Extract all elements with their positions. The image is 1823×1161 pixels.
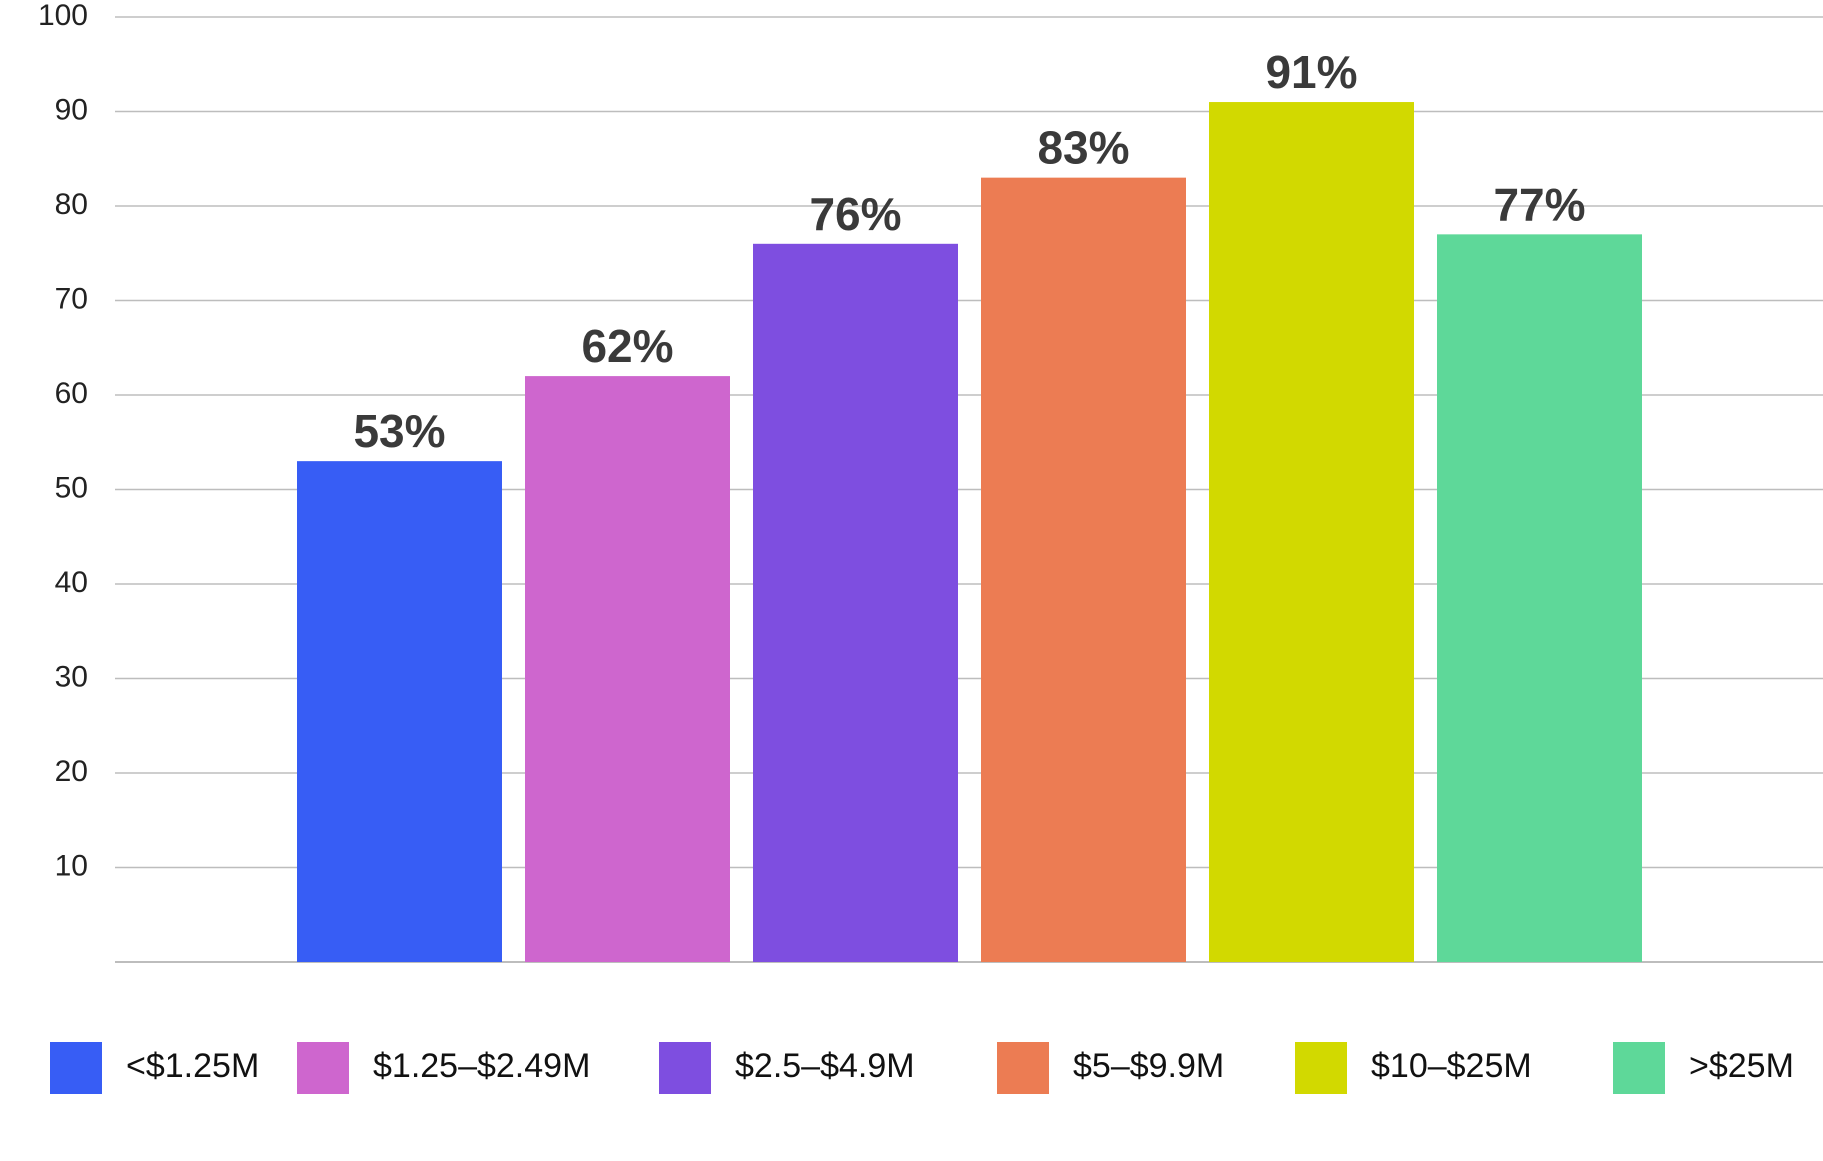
legend-label: $2.5–$4.9M: [735, 1047, 915, 1085]
legend-label: >$25M: [1689, 1047, 1794, 1085]
legend-swatch: [297, 1042, 349, 1094]
bar: [1209, 102, 1414, 963]
y-tick-label: 10: [55, 849, 88, 882]
y-tick-label: 20: [55, 755, 88, 788]
data-label: 76%: [809, 188, 901, 240]
y-tick-label: 100: [38, 0, 88, 32]
data-labels: 53% 62% 76% 83% 91% 77%: [353, 46, 1585, 457]
bar: [525, 376, 730, 963]
legend-swatch: [1295, 1042, 1347, 1094]
legend-swatch: [997, 1042, 1049, 1094]
y-axis-ticks: 10 20 30 40 50 60 70 80 90 100: [38, 0, 88, 882]
legend-label: $10–$25M: [1371, 1047, 1532, 1085]
bar: [297, 461, 502, 962]
legend-swatch: [50, 1042, 102, 1094]
bar: [981, 177, 1186, 962]
bars: [297, 102, 1642, 963]
y-tick-label: 30: [55, 660, 88, 693]
legend-label: <$1.25M: [126, 1047, 259, 1085]
bar: [753, 243, 958, 963]
y-tick-label: 70: [55, 282, 88, 315]
y-tick-label: 60: [55, 377, 88, 410]
data-label: 62%: [581, 320, 673, 372]
y-tick-label: 80: [55, 188, 88, 221]
data-label: 83%: [1037, 122, 1129, 174]
data-label: 77%: [1493, 178, 1585, 230]
legend-swatch: [659, 1042, 711, 1094]
bar: [1437, 234, 1642, 963]
legend-label: $1.25–$2.49M: [373, 1047, 590, 1085]
y-tick-label: 40: [55, 566, 88, 599]
data-label: 91%: [1265, 46, 1357, 98]
y-tick-label: 90: [55, 93, 88, 126]
legend-swatch: [1613, 1042, 1665, 1094]
legend: <$1.25M $1.25–$2.49M $2.5–$4.9M $5–$9.9M $10…: [50, 1042, 1794, 1094]
y-tick-label: 50: [55, 471, 88, 504]
data-label: 53%: [353, 405, 445, 457]
legend-label: $5–$9.9M: [1073, 1047, 1224, 1085]
